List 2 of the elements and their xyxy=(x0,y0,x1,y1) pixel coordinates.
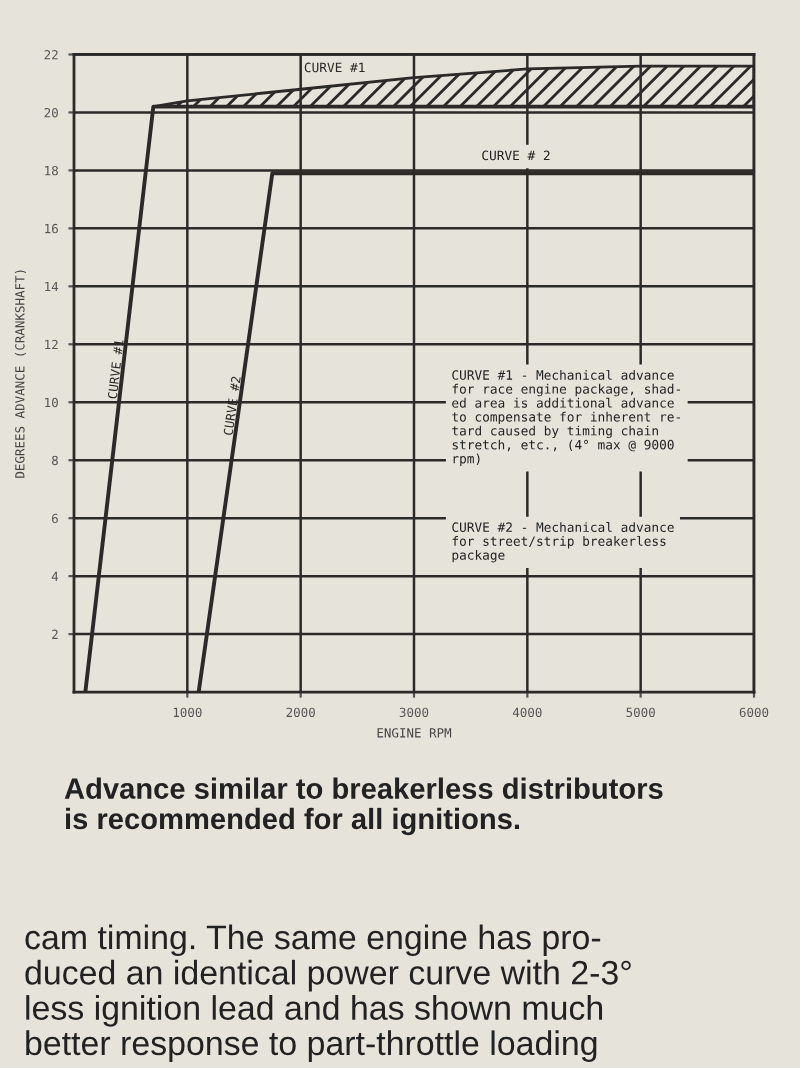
text: Advance similar to breakerless distributors is recommended for all ignitions. xyxy=(64,777,663,836)
text: cam timing. The same engine has pro- duced an identical power curve with 2-3° less ignition lead and has shown much better response to part-throttle loading xyxy=(25,924,631,1062)
